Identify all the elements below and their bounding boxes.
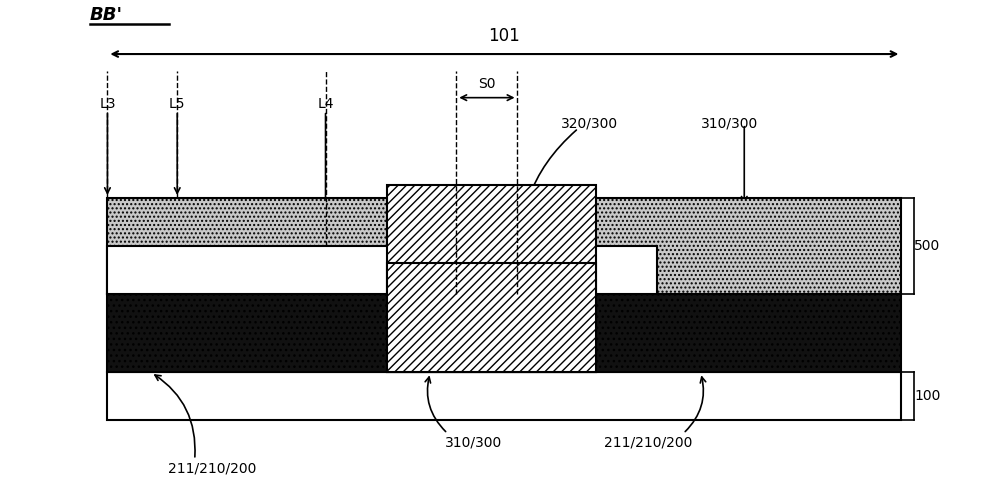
Bar: [107, 294, 901, 372]
Text: 500: 500: [914, 239, 941, 253]
Text: 400: 400: [221, 247, 247, 262]
Text: 101: 101: [488, 27, 520, 45]
Bar: [107, 198, 901, 294]
Text: S0: S0: [478, 77, 496, 91]
Text: 320/300: 320/300: [561, 117, 618, 131]
Bar: [387, 263, 596, 372]
Text: BB': BB': [90, 5, 123, 24]
Text: 310/300: 310/300: [701, 117, 758, 131]
Text: L5: L5: [169, 97, 185, 111]
Bar: [107, 246, 657, 294]
Text: L4: L4: [317, 97, 334, 111]
Bar: [107, 372, 901, 421]
Text: 211/210/200: 211/210/200: [168, 461, 256, 475]
Text: 310/300: 310/300: [445, 435, 502, 449]
Bar: [387, 185, 596, 372]
Text: 100: 100: [914, 389, 941, 403]
Text: L3: L3: [99, 97, 116, 111]
Text: 211/210/200: 211/210/200: [604, 435, 692, 449]
